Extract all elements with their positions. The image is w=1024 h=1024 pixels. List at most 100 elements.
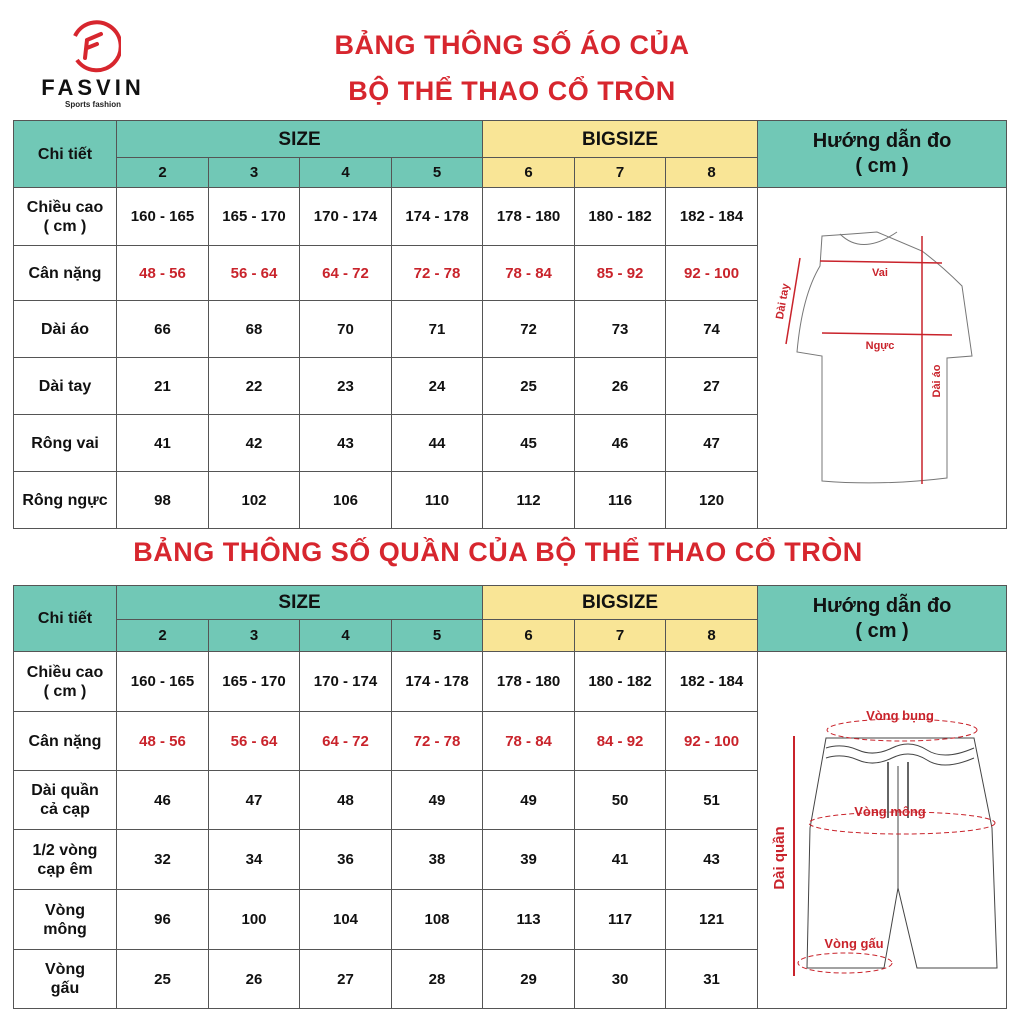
table-cell: 21 — [116, 357, 209, 415]
table-cell: 39 — [482, 829, 576, 890]
size-header-4: 4 — [299, 619, 392, 652]
table-cell: 46 — [116, 770, 209, 830]
shirt-title-line1: BẢNG THÔNG SỐ ÁO CỦA — [334, 30, 690, 60]
bigsize-header-7: 7 — [574, 619, 667, 652]
size-header-2: 2 — [116, 157, 209, 188]
row-label: Chiều cao ( cm ) — [13, 187, 117, 246]
table-cell: 25 — [482, 357, 576, 415]
table-row: Rông vai 41 42 43 44 45 46 47 — [13, 414, 1007, 472]
table-cell: 178 - 180 — [482, 651, 576, 712]
table-cell: 43 — [299, 414, 392, 472]
detail-header: Chi tiết — [13, 585, 117, 652]
table-cell: 28 — [390, 949, 484, 1009]
bigsize-group-header: BIGSIZE — [482, 585, 759, 620]
logo-mark-icon — [73, 20, 121, 73]
table-cell: 64 - 72 — [299, 245, 392, 301]
table-cell: 174 - 178 — [390, 187, 484, 246]
table-cell: 32 — [116, 829, 209, 890]
table-cell: 56 - 64 — [208, 711, 300, 771]
size-group-header: SIZE — [115, 585, 484, 620]
size-header-5: 5 — [390, 157, 484, 188]
table-row: Chiều cao ( cm ) 160 - 165 165 - 170 170 - … — [13, 651, 1008, 1009]
table-row: Vòng mông 96 100 104 108 113 117 121 — [13, 889, 1007, 950]
measure-guide-diagram: Vòng bụng Vòng mông Vòng gấu Dài quần — [757, 651, 1008, 1009]
table-cell: 85 - 92 — [574, 245, 667, 301]
table-cell: 56 - 64 — [208, 245, 300, 301]
measure-guide-diagram: Vai Ngực Dài tay Dài áo — [757, 187, 1008, 529]
table-cell: 42 — [208, 414, 300, 472]
size-header-3: 3 — [208, 157, 300, 188]
table-row: Rông ngực 98 102 106 110 112 116 120 — [13, 471, 1007, 529]
table-cell: 98 — [116, 471, 209, 529]
table-cell: 29 — [482, 949, 576, 1009]
table-cell: 160 - 165 — [116, 187, 209, 246]
table-cell: 64 - 72 — [299, 711, 392, 771]
table-cell: 72 - 78 — [390, 245, 484, 301]
table-cell: 106 — [299, 471, 392, 529]
table-cell: 43 — [665, 829, 759, 890]
table-cell: 50 — [574, 770, 667, 830]
table-cell: 178 - 180 — [482, 187, 576, 246]
table-cell: 117 — [574, 889, 667, 950]
table-cell: 84 - 92 — [574, 711, 667, 771]
brand-name: FASVIN — [41, 75, 145, 100]
table-cell: 68 — [208, 300, 300, 358]
row-label: Dài tay — [13, 357, 117, 415]
table-cell: 102 — [208, 471, 300, 529]
table-cell: 36 — [299, 829, 392, 890]
table-cell: 38 — [390, 829, 484, 890]
row-label: Vòng mông — [13, 889, 117, 950]
table-cell: 41 — [574, 829, 667, 890]
table-cell: 47 — [208, 770, 300, 830]
bigsize-header-8: 8 — [665, 619, 759, 652]
table-cell: 72 — [482, 300, 576, 358]
table-cell: 108 — [390, 889, 484, 950]
measure-guide-header: Hướng dẫn đo( cm ) — [757, 120, 1008, 188]
table-cell: 180 - 182 — [574, 187, 667, 246]
table-cell: 174 - 178 — [390, 651, 484, 712]
table-cell: 47 — [665, 414, 759, 472]
row-label: Rông ngực — [13, 471, 117, 529]
pants-title: BẢNG THÔNG SỐ QUẦN CỦA BỘ THỂ THAO CỔ TR… — [133, 537, 863, 567]
pants-length-label: Dài quần — [771, 826, 788, 889]
size-header-5: 5 — [390, 619, 484, 652]
table-cell: 27 — [665, 357, 759, 415]
table-cell: 49 — [482, 770, 576, 830]
table-cell: 78 - 84 — [482, 245, 576, 301]
size-group-header: SIZE — [115, 120, 484, 158]
header-row: Chi tiết SIZE BIGSIZE Hướng dẫn đo( cm ) — [13, 585, 1008, 652]
table-cell: 110 — [390, 471, 484, 529]
size-header-3: 3 — [208, 619, 300, 652]
pants-size-table: Chi tiết SIZE BIGSIZE Hướng dẫn đo( cm ) 2 3 4… — [13, 585, 1008, 1009]
sleeve-label: Dài tay — [774, 281, 792, 319]
measure-guide-header: Hướng dẫn đo( cm ) — [757, 585, 1008, 652]
table-cell: 120 — [665, 471, 759, 529]
hip-label: Vòng mông — [854, 804, 926, 819]
table-cell: 78 - 84 — [482, 711, 576, 771]
table-cell: 23 — [299, 357, 392, 415]
table-cell: 165 - 170 — [208, 187, 300, 246]
shoulder-label: Vai — [872, 267, 888, 279]
table-row: Dài tay 21 22 23 24 25 26 27 — [13, 357, 1007, 415]
table-cell: 96 — [116, 889, 209, 950]
shirt-size-table: Chi tiết SIZE BIGSIZE Hướng dẫn đo( cm ) 2 3 4… — [13, 120, 1008, 529]
table-cell: 121 — [665, 889, 759, 950]
table-cell: 41 — [116, 414, 209, 472]
row-label: Dài quần cả cạp — [13, 770, 117, 830]
table-cell: 24 — [390, 357, 484, 415]
table-cell: 112 — [482, 471, 576, 529]
row-label: Vòng gấu — [13, 949, 117, 1009]
table-cell: 113 — [482, 889, 576, 950]
brand-tagline: Sports fashion — [64, 100, 121, 109]
table-cell: 160 - 165 — [116, 651, 209, 712]
row-label: Dài áo — [13, 300, 117, 358]
table-cell: 180 - 182 — [574, 651, 667, 712]
table-row: 1/2 vòng cạp êm 32 34 36 38 39 41 43 — [13, 829, 1007, 890]
table-cell: 31 — [665, 949, 759, 1009]
table-cell: 45 — [482, 414, 576, 472]
table-row: Cân nặng 48 - 56 56 - 64 64 - 72 72 - 78 78 -… — [13, 245, 1007, 301]
brand-logo: FASVIN Sports fashion — [38, 18, 148, 109]
table-cell: 73 — [574, 300, 667, 358]
table-cell: 74 — [665, 300, 759, 358]
